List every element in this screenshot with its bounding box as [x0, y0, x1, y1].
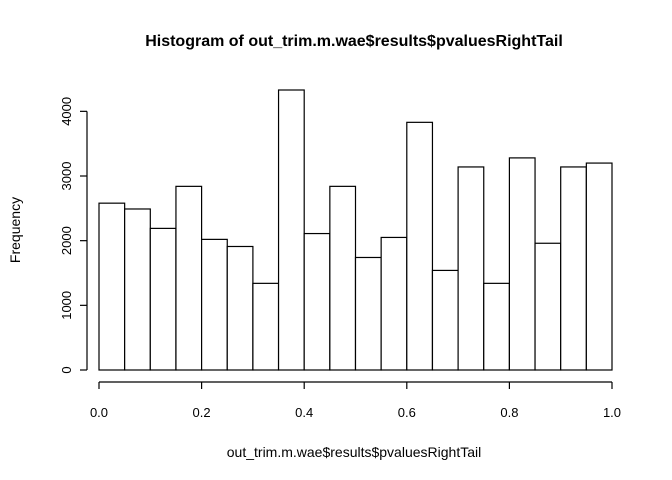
x-tick-label: 0.2 [193, 405, 211, 420]
y-tick-label: 4000 [59, 97, 74, 126]
x-tick-label: 1.0 [603, 405, 621, 420]
histogram-bar [585, 162, 613, 371]
x-tick-label: 0.4 [295, 405, 313, 420]
histogram-bar [534, 242, 562, 371]
y-tick-label: 1000 [59, 291, 74, 320]
x-axis: 0.0 0.2 0.4 0.6 0.8 1.0 [90, 381, 621, 420]
histogram-bar [508, 157, 536, 371]
histogram-bar [483, 282, 510, 371]
chart-title: Histogram of out_trim.m.wae$results$pval… [145, 33, 563, 50]
x-tick-label: 0.6 [398, 405, 416, 420]
histogram-bar [149, 227, 177, 371]
x-tick-label: 0.0 [90, 405, 108, 420]
y-axis: 0 1000 2000 3000 4000 [59, 97, 88, 374]
histogram-bar [303, 232, 331, 371]
histogram-bar [329, 185, 357, 371]
histogram-bar [560, 166, 587, 371]
histogram-bar [277, 89, 305, 371]
bars-group [98, 89, 613, 371]
histogram-bar [201, 238, 228, 371]
y-tick-label: 0 [59, 366, 74, 373]
histogram-bar [124, 208, 151, 371]
histogram-bar [431, 269, 459, 371]
histogram-bar [457, 166, 485, 371]
histogram-bar [98, 202, 126, 371]
y-axis-label: Frequency [7, 197, 23, 263]
y-tick-label: 2000 [59, 226, 74, 255]
y-tick-label: 3000 [59, 162, 74, 191]
histogram-bar [226, 245, 254, 371]
x-tick-label: 0.8 [500, 405, 518, 420]
x-axis-label: out_trim.m.wae$results$pvaluesRightTail [227, 444, 481, 460]
histogram-bar [406, 121, 434, 371]
histogram-bar [354, 256, 382, 371]
histogram-bar [252, 282, 280, 371]
histogram-bar [380, 236, 408, 371]
histogram-bar [175, 185, 203, 371]
